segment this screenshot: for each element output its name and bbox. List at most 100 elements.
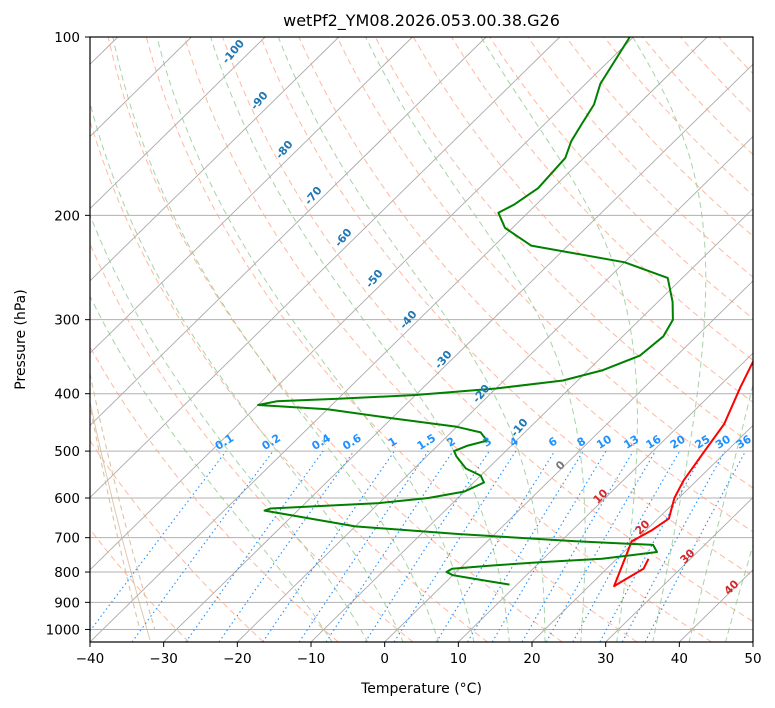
y-tick-label: 300 (54, 313, 80, 329)
y-tick-label: 500 (54, 444, 80, 460)
moist-adiabat-lines (90, 37, 753, 642)
arc-line (90, 399, 151, 641)
dewpoint-line (257, 37, 674, 586)
temperature-line (613, 359, 753, 588)
plot-area (90, 37, 775, 642)
dry-adiabat-line (412, 37, 753, 403)
isotherm-line (90, 37, 561, 499)
dry-adiabat-line (183, 37, 712, 642)
x-tick-label: 50 (744, 651, 761, 667)
x-tick-label: 10 (450, 651, 467, 667)
y-tick-label: 900 (54, 595, 80, 611)
y-tick-label: 600 (54, 491, 80, 507)
isotherm-line (531, 424, 753, 642)
dry-adiabat-line (145, 37, 638, 642)
isotherm-line (163, 63, 753, 642)
y-tick-label: 100 (54, 30, 80, 46)
mixing-ratio-line (90, 450, 227, 632)
mixing-ratio-label: 3 (481, 435, 494, 450)
dry-adiabat-line (757, 37, 775, 642)
profile-lines (257, 37, 753, 588)
arc-line (90, 371, 156, 631)
isotherm-line (384, 280, 753, 642)
mixing-ratio-line (545, 450, 656, 642)
mixing-ratio-line (435, 450, 556, 642)
moist-adiabat-label: -20 (470, 382, 493, 406)
arc-line (90, 402, 141, 631)
dry-adiabat-line (489, 37, 753, 320)
moist-adiabat-line (480, 37, 638, 642)
dry-adiabat-line (90, 119, 488, 642)
mixing-ratio-line (262, 450, 395, 642)
isotherm-line (752, 641, 753, 642)
dry-adiabat-line (527, 37, 753, 278)
mixing-ratio-line (185, 450, 324, 642)
dry-adiabat-line (336, 37, 753, 489)
mixing-ratio-line (621, 450, 726, 642)
dry-adiabat-line (374, 37, 753, 446)
mixing-ratio-line (572, 450, 681, 642)
dry-adiabat-line (90, 345, 339, 642)
mixing-ratio-line (521, 450, 634, 642)
mixing-ratio-label: 0.2 (260, 431, 283, 452)
mixing-ratio-label: 6 (546, 434, 560, 449)
moist-adiabat-line (632, 37, 707, 642)
y-tick-label: 400 (54, 387, 80, 403)
isotherm-line (90, 37, 340, 282)
isotherm-line (458, 352, 753, 642)
y-tick-label: 1000 (46, 622, 80, 638)
moist-adiabat-line (725, 543, 753, 642)
dry-adiabat-line (222, 37, 753, 623)
moist-adiabat-label: -70 (302, 184, 325, 208)
moist-adiabat-label: -40 (397, 308, 420, 332)
x-tick-label: 0 (380, 651, 389, 667)
moist-adiabat-line (90, 213, 369, 642)
x-tick-label: −40 (76, 651, 105, 667)
arc-lines (90, 371, 156, 641)
axes: −40 −30 −20 −10 0 10 20 30 40 5010009008007006005… (46, 30, 762, 667)
y-tick-label: 800 (54, 565, 80, 581)
dry-adiabat-line (451, 37, 753, 361)
dry-adiabat-line (90, 439, 264, 642)
moist-adiabat-line (365, 37, 586, 642)
x-tick-label: −20 (223, 651, 252, 667)
y-tick-label: 200 (54, 208, 80, 224)
moist-adiabat-label: -30 (432, 348, 455, 372)
mixing-ratio-line (325, 450, 454, 642)
moist-adiabat-label: -90 (248, 89, 271, 113)
isotherm-line (90, 37, 413, 354)
isotherm-line (237, 135, 753, 642)
dry-adiabat-label: 30 (678, 546, 698, 566)
moist-adiabat-label: -50 (363, 267, 386, 291)
x-tick-label: 30 (597, 651, 614, 667)
y-axis-label: Pressure (hPa) (13, 289, 29, 389)
x-tick-label: −10 (297, 651, 326, 667)
isotherm-line (605, 496, 753, 642)
isotherm-line (90, 37, 708, 642)
x-tick-label: 20 (523, 651, 540, 667)
dry-adiabat-line (298, 37, 753, 533)
pressure-gridlines (90, 37, 753, 630)
moist-adiabat-line (156, 37, 475, 642)
moist-adiabat-line (90, 295, 333, 642)
x-axis-label: Temperature (°C) (360, 681, 482, 697)
isotherm-label: 0 (553, 458, 568, 473)
mixing-ratio-line (393, 450, 517, 642)
dry-adiabat-line (680, 37, 753, 115)
moist-adiabat-label: -100 (219, 37, 247, 67)
mixing-ratio-label: 10 (594, 432, 614, 451)
moist-adiabat-label: -60 (332, 226, 355, 250)
mixing-ratio-line (599, 450, 705, 642)
isotherm-line (90, 37, 634, 571)
mixing-ratio-label: 1.5 (415, 431, 438, 452)
dry-adiabat-line (260, 37, 753, 577)
mixing-ratio-line (644, 450, 747, 642)
isotherm-line (90, 37, 487, 426)
mixing-ratio-label: 20 (668, 432, 688, 451)
mixing-ratio-line (364, 450, 490, 642)
mixing-ratio-line (491, 450, 607, 642)
moist-adiabat-line (112, 37, 440, 642)
mixing-ratio-label: 25 (693, 433, 713, 452)
isotherm-lines (90, 37, 753, 642)
moist-adiabat-line (688, 382, 753, 642)
